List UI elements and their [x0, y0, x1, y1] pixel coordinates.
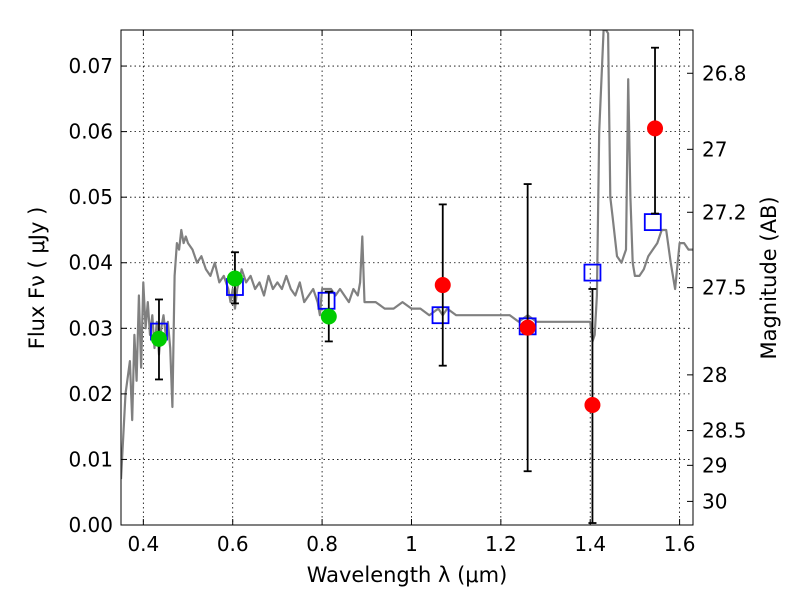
y-tick-label: 0.04 [68, 251, 113, 275]
y2-tick-label: 27.2 [702, 200, 747, 224]
model-photometry-marker [431, 306, 450, 325]
y-tick-label: 0.06 [68, 120, 113, 144]
y-tick-label: 0.02 [68, 382, 113, 406]
x-axis-label: Wavelength λ (μm) [307, 563, 508, 587]
y2-tick-label: 30 [702, 489, 727, 513]
photometry-point [320, 308, 337, 325]
y2-tick-label: 27 [702, 137, 727, 161]
y-tick-label: 0.01 [68, 447, 113, 471]
photometry-point [434, 277, 451, 294]
photometry-point [519, 319, 536, 336]
y-tick-label: 0.07 [68, 54, 113, 78]
x-tick-label: 0.6 [217, 532, 249, 556]
x-tick-label: 1.4 [574, 532, 606, 556]
y2-axis-label: Magnitude (AB) [757, 196, 781, 359]
y2-tick-label: 26.8 [702, 61, 747, 85]
x-tick-label: 1.2 [485, 532, 517, 556]
plot-area [121, 30, 693, 524]
x-tick-label: 0.4 [127, 532, 159, 556]
y-tick-label: 0.03 [68, 316, 113, 340]
grid [121, 30, 693, 526]
photometry-point [226, 270, 243, 287]
photometry-point [647, 120, 664, 137]
x-tick-label: 1.6 [664, 532, 696, 556]
model-photometry-marker [583, 263, 602, 282]
y-tick-label: 0.00 [68, 513, 113, 537]
x-tick-label: 1 [405, 532, 418, 556]
y-axis-label: Flux Fν ( μJy ) [25, 207, 49, 350]
spectrum-line [121, 30, 693, 480]
photometry-point [150, 330, 167, 347]
plot-frame [120, 29, 694, 526]
model-photometry-marker [643, 213, 662, 231]
y-tick-label: 0.05 [68, 185, 113, 209]
y2-tick-label: 28 [702, 363, 727, 387]
y2-tick-label: 27.5 [702, 276, 747, 300]
photometry-point [584, 397, 601, 414]
y2-tick-label: 28.5 [702, 419, 747, 443]
x-tick-label: 0.8 [306, 532, 338, 556]
axes: 0.4 0.6 0.8 1 1.2 1.4 1.6 0.00 0.01 0.02 0.03 0.04 0… [68, 30, 747, 556]
y2-tick-label: 29 [702, 453, 727, 477]
model-photometry-marker [317, 291, 336, 310]
